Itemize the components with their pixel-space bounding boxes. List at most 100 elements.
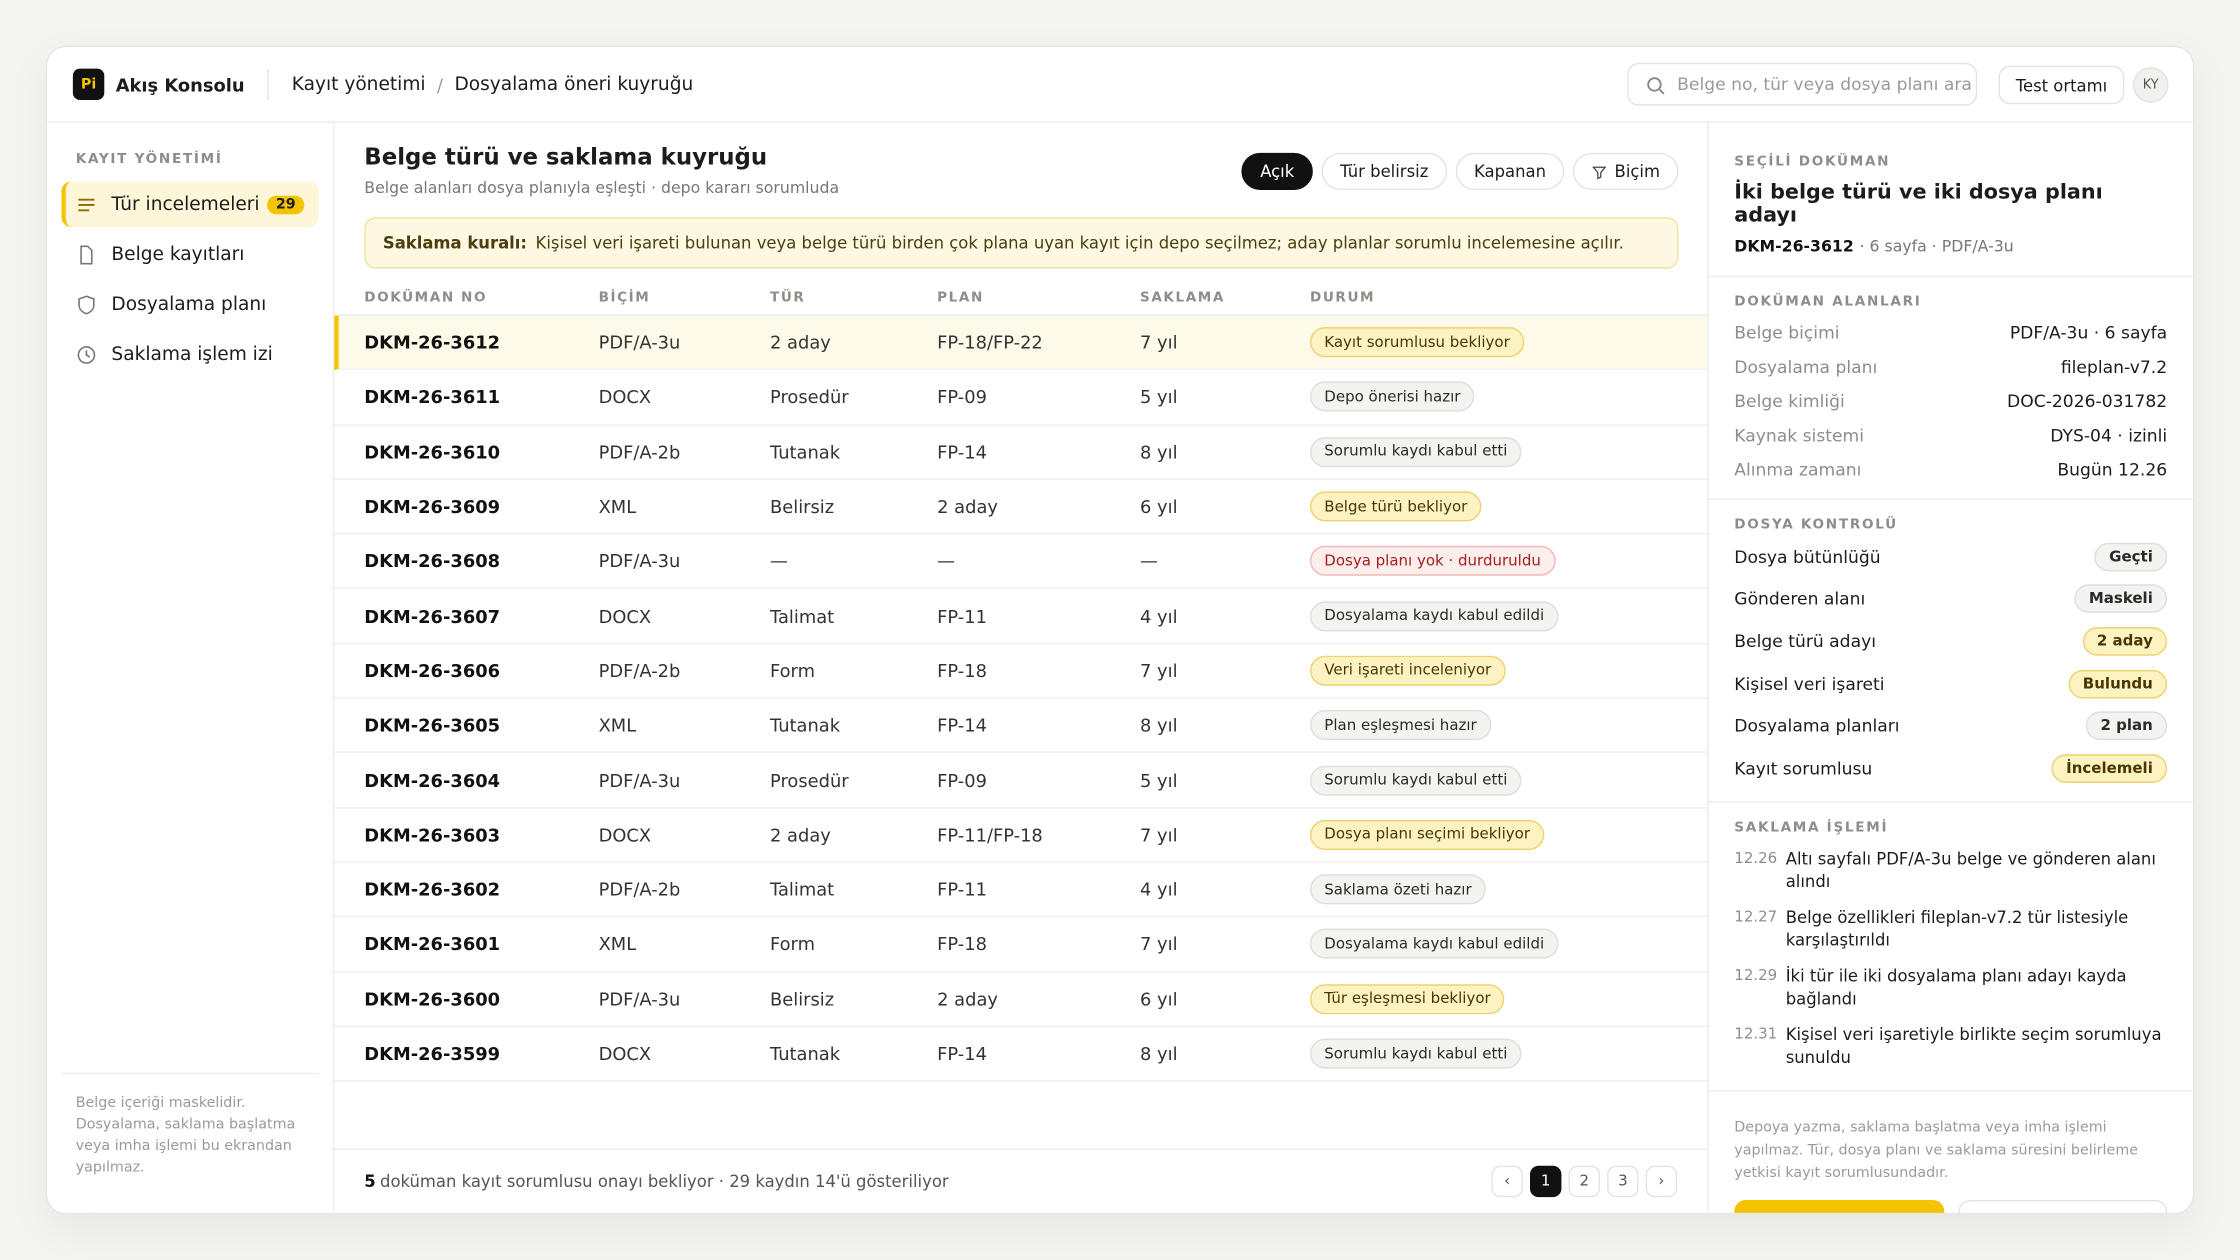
page-button[interactable]: 2 <box>1568 1165 1600 1198</box>
cell-text: — <box>1139 550 1158 572</box>
breadcrumb-separator: / <box>437 73 444 95</box>
table-row[interactable]: DKM-26-3599 DOCX Tutanak FP-14 8 yıl Sorumlu … <box>334 1027 1708 1082</box>
cell-text: 5 yıl <box>1139 386 1178 408</box>
cell-text: DKM-26-3607 <box>364 605 501 627</box>
detail-id: DKM-26-3612 <box>1734 237 1854 256</box>
secondary-button[interactable]: Planları aç <box>1957 1199 2168 1213</box>
nav-item[interactable]: Tür incelemeleri 29 <box>61 181 319 228</box>
cell-text: FP-14 <box>937 441 987 463</box>
table-row[interactable]: DKM-26-3611 DOCX Prosedür FP-09 5 yıl Depo ön… <box>334 370 1708 426</box>
table-row[interactable]: DKM-26-3603 DOCX 2 aday FP-11/FP-18 7 yıl Dos… <box>334 808 1708 863</box>
avatar[interactable]: KY <box>2132 67 2169 103</box>
field-label: Kaynak sistemi <box>1734 425 1864 446</box>
cell-text: PDF/A-2b <box>598 441 681 463</box>
check-row: Kişisel veri işareti Bulundu <box>1734 663 2168 705</box>
cell-text: 6 yıl <box>1139 988 1178 1010</box>
field-row: Kaynak sistemi DYS-04 · izinli <box>1734 419 2167 453</box>
cell-text: 5 yıl <box>1139 769 1178 791</box>
log-block: SAKLAMA İŞLEMİ 12.26 Altı sayfalı PDF/A-3u… <box>1708 802 2193 1091</box>
cell-text: XML <box>598 495 637 518</box>
table-cell: Saklama özeti hazır <box>1309 863 1486 916</box>
page-button[interactable]: 3 <box>1607 1165 1639 1198</box>
nav-item[interactable]: Saklama işlem izi <box>61 331 318 377</box>
cell-text: 8 yıl <box>1139 714 1178 737</box>
filter-chip[interactable]: Kapanan <box>1455 152 1565 190</box>
cell-text: 4 yıl <box>1139 878 1178 901</box>
table-row[interactable]: DKM-26-3606 PDF/A-2b Form FP-18 7 yıl Veri iş… <box>334 644 1708 699</box>
cell-text: DKM-26-3602 <box>364 878 501 901</box>
filter-chip[interactable]: Tür belirsiz <box>1321 152 1447 190</box>
primary-button[interactable]: Kayıt onayına gönder <box>1734 1199 1944 1213</box>
table-cell: Belirsiz <box>770 972 834 1025</box>
status-pill: Depo önerisi hazır <box>1309 382 1475 413</box>
detail-id-line: DKM-26-3612 · 6 sayfa · PDF/A-3u <box>1734 237 2014 256</box>
table-row[interactable]: DKM-26-3601 XML Form FP-18 7 yıl Dosyalama ka… <box>334 918 1708 973</box>
section-label: SAKLAMA İŞLEMİ <box>1734 819 1889 836</box>
cell-text: Form <box>769 933 815 955</box>
cell-text: DOCX <box>598 1042 652 1065</box>
status-pill: Dosyalama kaydı kabul edildi <box>1309 600 1559 631</box>
cell-text: Tutanak <box>769 441 841 463</box>
table-row[interactable]: DKM-26-3612 PDF/A-3u 2 aday FP-18/FP-22 7 yı… <box>334 315 1708 371</box>
table-cell: — <box>1140 535 1158 588</box>
status-pill: Dosyalama kaydı kabul edildi <box>1309 929 1559 960</box>
table-cell: DKM-26-3603 <box>364 808 500 861</box>
environment-button[interactable]: Test ortamı <box>1998 65 2125 105</box>
search-box[interactable]: Belge no, tür veya dosya planı ara <box>1627 62 1978 106</box>
status-pill: Sorumlu kaydı kabul etti <box>1309 765 1522 796</box>
table-row[interactable]: DKM-26-3608 PDF/A-3u — — — Dosya planı yok · … <box>334 535 1708 590</box>
nav-item[interactable]: Dosyalama planı <box>61 281 318 327</box>
check-label: Gönderen alanı <box>1734 589 1866 610</box>
table-cell: 8 yıl <box>1140 699 1178 752</box>
cell-text: 7 yıl <box>1139 824 1178 846</box>
detail-title: İki belge türü ve iki dosya planı adayı <box>1734 181 2103 228</box>
cell-text: FP-18 <box>937 933 987 955</box>
table-cell: Belirsiz <box>770 480 834 533</box>
table-cell: Prosedür <box>770 753 849 806</box>
page-next[interactable]: › <box>1645 1165 1678 1198</box>
log-time: 12.27 <box>1734 907 1778 926</box>
table-cell: 5 yıl <box>1140 753 1178 806</box>
icon <box>77 345 96 364</box>
nav-item[interactable]: Belge kayıtları <box>61 231 318 277</box>
detail-note: Depoya yazma, saklama başlatma veya imha… <box>1734 1119 2139 1181</box>
table-cell: FP-14 <box>937 699 987 752</box>
cell-text: FP-18 <box>937 659 987 682</box>
section-label: KAYIT YÖNETİMİ <box>75 151 223 168</box>
table-cell: Tutanak <box>770 425 840 478</box>
check-badge: Geçti <box>2094 542 2168 572</box>
table-row[interactable]: DKM-26-3605 XML Tutanak FP-14 8 yıl Plan eşle… <box>334 699 1708 754</box>
page-button[interactable]: 1 <box>1529 1165 1562 1198</box>
page-prev[interactable]: ‹ <box>1491 1165 1523 1198</box>
table-cell: XML <box>599 918 637 971</box>
check-row: Gönderen alanı Maskeli <box>1734 578 2168 620</box>
cell-text: DOCX <box>598 386 652 408</box>
table-cell: Tutanak <box>770 699 840 752</box>
log-text: Belge özellikleri fileplan-v7.2 tür list… <box>1785 906 2129 950</box>
top-bar: Pi Akış Konsolu Kayıt yönetimi / Dosyalama ö… <box>47 47 2193 123</box>
table-row[interactable]: DKM-26-3610 PDF/A-2b Tutanak FP-14 8 yıl Soru… <box>334 425 1708 480</box>
table-row[interactable]: DKM-26-3609 XML Belirsiz 2 aday 6 yıl Belge t… <box>334 480 1708 535</box>
breadcrumb-item[interactable]: Kayıt yönetimi <box>291 73 426 95</box>
cell-text: PDF/A-3u <box>598 331 681 354</box>
cell-text: DKM-26-3610 <box>364 441 501 463</box>
cell-text: DKM-26-3604 <box>364 769 501 791</box>
check-label: Kişisel veri işareti <box>1734 673 1885 694</box>
cell-text: PDF/A-3u <box>598 988 681 1010</box>
filter-chip[interactable]: Açık <box>1241 152 1313 190</box>
table-row[interactable]: DKM-26-3607 DOCX Talimat FP-11 4 yıl Dosyalam… <box>334 589 1708 644</box>
status-pill: Dosya planı seçimi bekliyor <box>1309 819 1545 850</box>
breadcrumb-item[interactable]: Dosyalama öneri kuyruğu <box>454 73 694 95</box>
filter-chip[interactable]: Biçim <box>1573 152 1679 190</box>
field-label: Dosyalama planı <box>1734 357 1878 378</box>
table-cell: Dosyalama kaydı kabul edildi <box>1309 589 1559 642</box>
icon <box>78 197 95 211</box>
cell-text: Prosedür <box>769 386 849 408</box>
table-row[interactable]: DKM-26-3600 PDF/A-3u Belirsiz 2 aday 6 yıl Tü… <box>334 972 1708 1027</box>
table-row[interactable]: DKM-26-3604 PDF/A-3u Prosedür FP-09 5 yıl Sor… <box>334 753 1708 809</box>
cell-text: 2 aday <box>937 988 998 1010</box>
table-row[interactable]: DKM-26-3602 PDF/A-2b Talimat FP-11 4 yıl Sakl… <box>334 863 1708 918</box>
status-pill: Sorumlu kaydı kabul etti <box>1309 436 1522 467</box>
cell-text: FP-14 <box>937 714 987 737</box>
cell-text: PDF/A-3u <box>598 550 681 572</box>
